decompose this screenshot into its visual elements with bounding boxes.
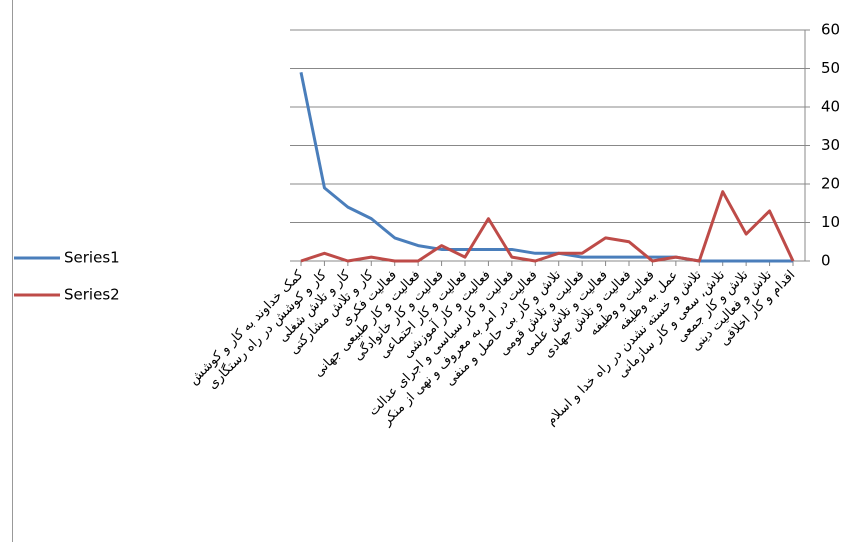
- y-tick-label: 10: [821, 213, 840, 231]
- y-tick-label: 40: [821, 98, 840, 116]
- y-tick-label: 20: [821, 175, 840, 193]
- y-tick-label: 0: [821, 252, 831, 270]
- chart-frame: [12, 0, 13, 542]
- legend-label: Series2: [64, 286, 120, 304]
- y-tick-label: 60: [821, 21, 840, 39]
- series-line: [299, 72, 793, 263]
- series-line: [300, 190, 795, 263]
- legend-label: Series1: [64, 249, 120, 267]
- y-tick-label: 50: [821, 59, 840, 77]
- y-tick-label: 30: [821, 136, 840, 154]
